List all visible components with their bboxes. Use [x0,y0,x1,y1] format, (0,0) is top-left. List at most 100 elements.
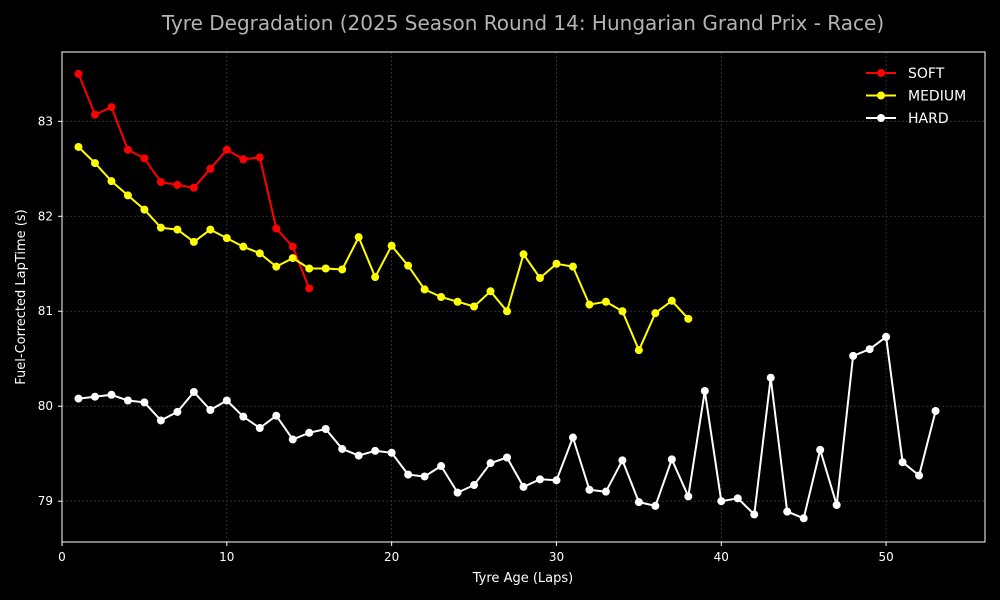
y-tick-label: 79 [38,494,53,508]
plot-frame [61,51,986,543]
data-point-medium [552,259,561,268]
data-point-medium [486,287,495,296]
data-point-medium [288,254,297,263]
data-point-hard [305,428,314,437]
data-point-hard [321,424,330,433]
data-point-hard [140,398,149,407]
data-point-hard [123,396,132,405]
data-point-hard [156,416,165,425]
data-point-medium [239,242,248,251]
y-tick-label: 81 [38,304,53,318]
legend-label-soft: SOFT [908,66,945,82]
legend: SOFT MEDIUM HARD [866,66,966,127]
x-axis-label: Tyre Age (Laps) [472,571,573,586]
data-point-hard [684,492,693,501]
data-point-hard [651,501,660,510]
y-tick-label: 80 [38,399,53,413]
data-point-hard [618,456,627,465]
data-point-hard [420,472,429,481]
x-tick-label: 30 [549,550,564,564]
data-point-medium [568,262,577,271]
data-point-medium [305,264,314,273]
data-point-hard [206,406,215,415]
data-point-hard [552,476,561,485]
x-tick-label: 20 [384,550,399,564]
data-point-medium [601,297,610,306]
data-point-hard [173,407,182,416]
x-tick-label: 40 [714,550,729,564]
data-point-hard [338,444,347,453]
legend-label-hard: HARD [908,111,949,127]
data-point-hard [371,446,380,455]
data-point-soft [305,284,314,293]
data-point-hard [700,387,709,396]
data-point-medium [354,233,363,242]
data-point-medium [206,225,215,234]
data-point-soft [255,153,264,162]
data-point-medium [173,225,182,234]
data-point-medium [140,205,149,214]
data-point-medium [634,346,643,355]
data-point-soft [173,180,182,189]
x-tick-label: 10 [219,550,234,564]
data-point-hard [832,500,841,509]
legend-marker-hard [877,114,885,122]
data-point-hard [783,507,792,516]
data-point-soft [272,224,281,233]
data-point-hard [667,455,676,464]
data-point-medium [585,300,594,309]
data-point-hard [189,387,198,396]
data-point-soft [206,164,215,173]
data-point-hard [90,392,99,401]
legend-marker-soft [877,69,885,77]
data-point-hard [816,445,825,454]
data-point-soft [107,103,116,112]
data-point-medium [371,273,380,282]
data-point-soft [156,178,165,187]
data-point-medium [90,159,99,168]
data-point-hard [799,514,808,523]
data-point-hard [486,459,495,468]
data-point-soft [189,183,198,192]
data-point-medium [222,234,231,243]
y-tick-label: 83 [38,114,53,128]
data-point-hard [255,424,264,433]
data-point-hard [931,406,940,415]
data-point-hard [898,458,907,467]
data-point-medium [437,293,446,301]
plot-area [74,69,940,523]
data-point-hard [750,510,759,519]
data-point-hard [503,453,512,462]
data-point-hard [288,435,297,444]
data-point-hard [107,390,116,399]
data-point-soft [123,145,132,154]
data-point-hard [387,448,396,457]
x-tick-label: 50 [878,550,893,564]
data-point-hard [568,433,577,442]
y-axis-label: Fuel-Corrected LapTime (s) [14,209,29,384]
chart-title: Tyre Degradation (2025 Season Round 14: … [161,11,884,35]
data-point-soft [74,69,83,78]
y-tick-label: 82 [38,209,53,223]
data-point-hard [74,394,83,403]
data-point-medium [667,296,676,305]
data-point-medium [651,309,660,318]
data-point-medium [470,302,479,311]
data-point-hard [404,470,413,479]
data-point-hard [470,481,479,490]
data-point-medium [503,307,512,316]
data-point-medium [453,297,462,306]
data-point-medium [107,177,116,186]
data-point-medium [618,307,627,316]
data-point-medium [338,265,347,274]
data-point-medium [272,262,281,271]
data-point-hard [733,494,742,503]
data-point-hard [849,351,858,360]
data-point-hard [453,488,462,497]
data-point-medium [404,261,413,270]
data-point-medium [189,237,198,246]
data-point-medium [420,285,429,294]
data-point-medium [74,142,83,151]
